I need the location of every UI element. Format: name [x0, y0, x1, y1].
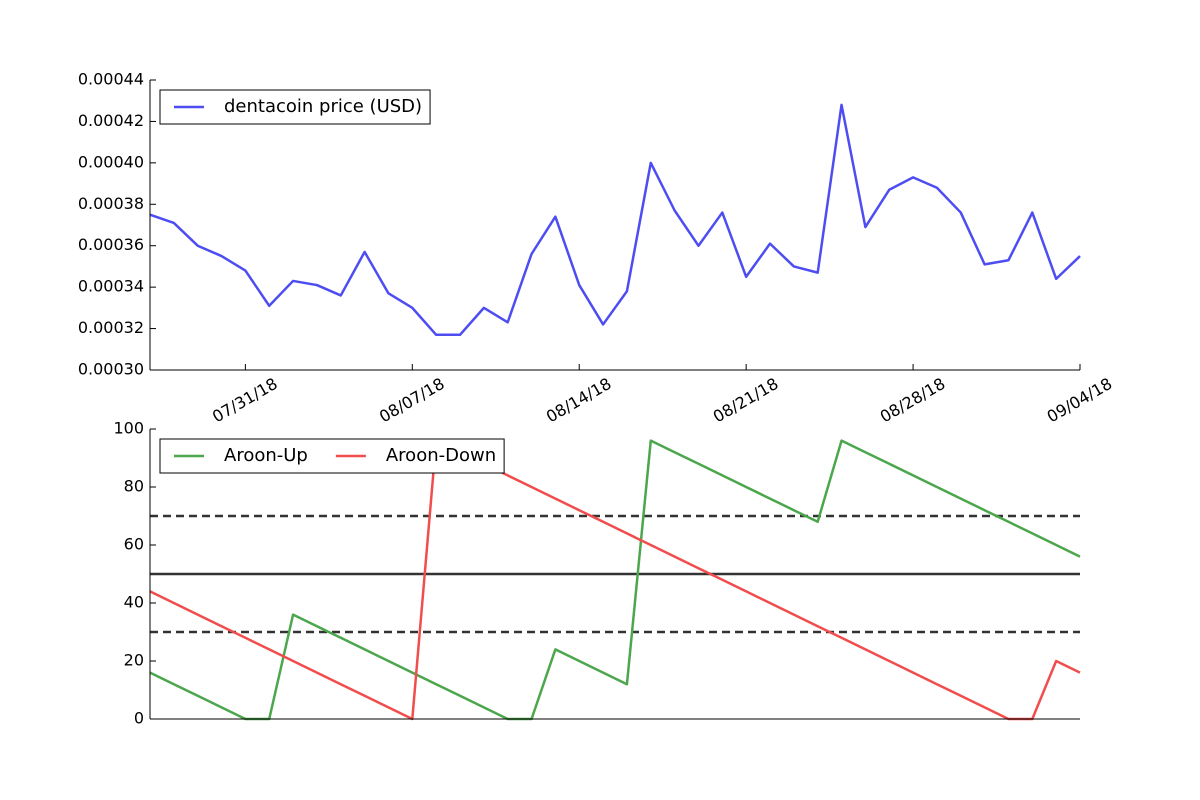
legend-box: [159, 89, 431, 125]
y-tick-label: 0.00036: [78, 235, 144, 254]
x-tick-label: 07/31/18: [209, 374, 281, 426]
y-tick-label: 20: [124, 651, 144, 670]
legend: dentacoin price (USD): [159, 89, 431, 125]
y-tick-label: 100: [113, 419, 144, 438]
x-tick-label: 08/07/18: [376, 374, 448, 426]
legend-box: [159, 438, 505, 474]
data-line: [149, 439, 1081, 721]
y-tick-label: 0.00032: [78, 318, 144, 337]
x-tick-label: 08/21/18: [710, 374, 782, 426]
y-tick-label: 0.00038: [78, 194, 144, 213]
legend-label: dentacoin price (USD): [224, 96, 422, 117]
legend-label: Aroon-Up: [224, 445, 308, 466]
y-tick-label: 0.00040: [78, 152, 144, 171]
x-tick-label: 08/28/18: [877, 374, 949, 426]
y-tick-label: 0.00034: [78, 277, 144, 296]
legend: Aroon-Up Aroon-Down: [159, 438, 505, 474]
y-tick-label: 0.00044: [78, 70, 144, 89]
y-tick-label: 60: [124, 535, 144, 554]
y-tick-label: 40: [124, 593, 144, 612]
y-tick-label: 0.00042: [78, 111, 144, 130]
data-line: [149, 103, 1081, 337]
legend-label: Aroon-Down: [386, 445, 496, 466]
y-tick-label: 0.00030: [78, 360, 144, 379]
y-tick-label: 0: [134, 709, 144, 728]
y-tick-label: 80: [124, 477, 144, 496]
data-line: [149, 439, 1081, 721]
x-tick-label: 08/14/18: [543, 374, 615, 426]
x-tick-label: 09/04/18: [1044, 374, 1116, 426]
